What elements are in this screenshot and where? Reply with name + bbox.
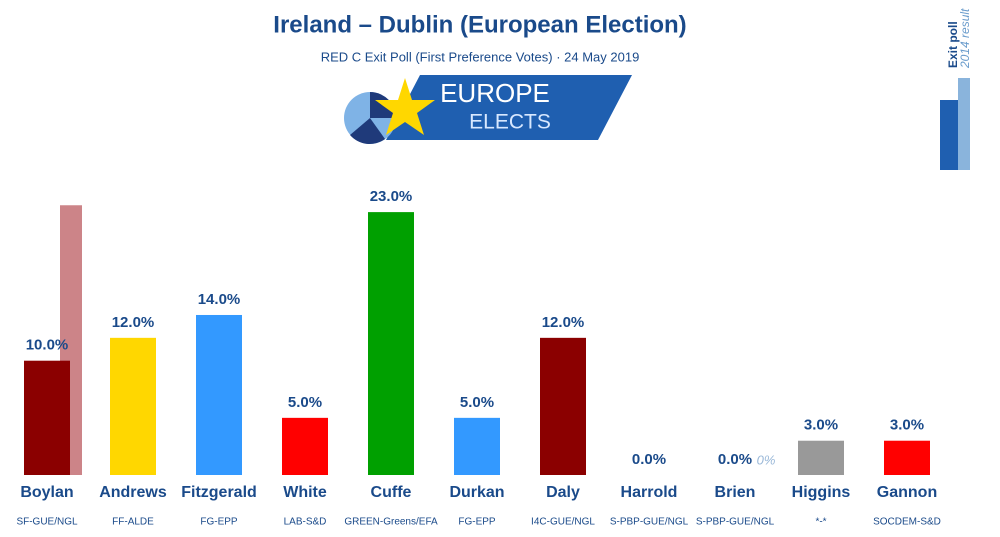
chart-subtitle: RED C Exit Poll (First Preference Votes)…	[321, 49, 640, 64]
value-label: 23.0%	[370, 188, 413, 205]
bar	[368, 212, 414, 476]
value-label: 3.0%	[804, 417, 838, 434]
bar	[110, 337, 156, 475]
logo-text: EUROPE	[440, 78, 550, 108]
x-tick-label: Durkan	[449, 484, 504, 501]
logo-slice	[350, 118, 385, 144]
value-label: 5.0%	[288, 394, 322, 411]
value-label: 3.0%	[890, 417, 924, 434]
logo-star	[375, 78, 435, 135]
logo: EUROPE ELECTS	[344, 75, 632, 144]
legend: Exit poll 2014 result	[940, 8, 972, 170]
x-tick-label: Harrold	[621, 484, 678, 501]
party-label: FG-EPP	[200, 517, 238, 528]
value-label: 10.0%	[26, 337, 69, 354]
value-label: 12.0%	[112, 314, 155, 331]
party-label: FG-EPP	[458, 517, 496, 528]
party-label: FF-ALDE	[112, 517, 154, 528]
value-label: 12.0%	[542, 314, 585, 331]
bar	[196, 314, 242, 475]
value-label: 0.0%	[718, 451, 752, 468]
x-tick-label: Boylan	[20, 484, 73, 501]
legend-label: 2014 result	[958, 8, 972, 69]
x-tick-label: White	[283, 484, 327, 501]
x-tick-label: Gannon	[877, 484, 937, 501]
party-label: *-*	[815, 517, 826, 528]
bar	[282, 417, 328, 475]
party-label: LAB-S&D	[284, 517, 327, 528]
x-tick-label: Fitzgerald	[181, 484, 257, 501]
party-label: SF-GUE/NGL	[16, 517, 78, 528]
bar	[540, 337, 586, 475]
x-tick-label: Daly	[546, 484, 580, 501]
party-label: SOCDEM-S&D	[873, 517, 941, 528]
legend-label: Exit poll	[946, 21, 960, 68]
value-label: 14.0%	[198, 291, 241, 308]
party-label: S-PBP-GUE/NGL	[696, 517, 775, 528]
x-tick-label: Brien	[715, 484, 756, 501]
logo-text: ELECTS	[469, 111, 551, 134]
party-label: S-PBP-GUE/NGL	[610, 517, 689, 528]
party-label: GREEN-Greens/EFA	[344, 517, 438, 528]
x-tick-label: Cuffe	[371, 484, 412, 501]
bar	[454, 417, 500, 475]
x-tick-label: Higgins	[792, 484, 851, 501]
logo-banner	[386, 75, 632, 140]
bar	[798, 440, 844, 475]
value-label: 5.0%	[460, 394, 494, 411]
legend-swatch	[958, 78, 970, 170]
bar	[884, 440, 930, 475]
value-label: 0.0%	[632, 451, 666, 468]
bar	[24, 360, 70, 475]
chart-title: Ireland – Dublin (European Election)	[273, 11, 686, 38]
previous-value-label: 0%	[757, 452, 776, 467]
party-label: I4C-GUE/NGL	[531, 517, 595, 528]
x-tick-label: Andrews	[99, 484, 167, 501]
